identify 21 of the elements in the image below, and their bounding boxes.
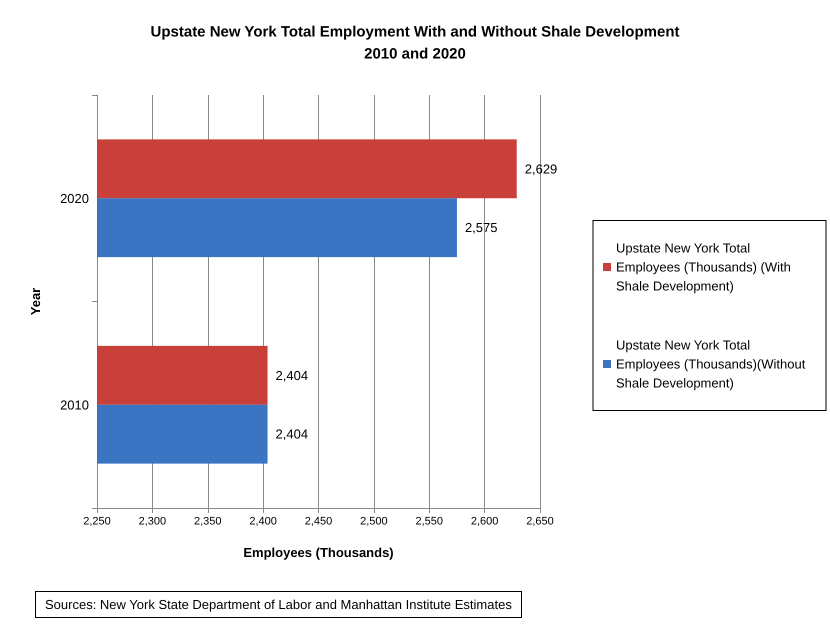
data-label: 2,404 [276,426,308,442]
y-axis-title: Year [28,288,43,316]
y-tick-label: 2020 [60,190,89,206]
x-tick-label: 2,550 [415,516,444,528]
chart-title: Upstate New York Total Employment With and Without Shale Development 2010 and 2020 [150,24,680,62]
data-label: 2,404 [276,368,308,383]
x-tick-label: 2,500 [360,516,388,528]
data-label: 2,629 [524,161,558,176]
legend-label: Upstate New York Total Employees (Thousands)(Without Shale Development) [616,338,809,390]
x-tick-label: 2,350 [194,516,222,528]
x-tick-label: 2,650 [526,516,554,528]
x-axis-title: Employees (Thousands) [243,545,394,560]
x-tick-label: 2,600 [470,516,498,528]
x-tick-label: 2,300 [138,516,166,528]
legend-label: Upstate New York Total Employees (Thousands) (With Shale Development) [616,240,794,294]
x-tick-label: 2,250 [83,516,111,528]
x-tick-label: 2,400 [249,516,277,528]
y-tick-label: 2010 [60,397,89,412]
x-tick-label: 2,450 [304,516,332,528]
data-label: 2,575 [464,220,498,236]
source-note: Sources: New York State Department of Labor and Manhattan Institute Estimates [45,597,512,612]
